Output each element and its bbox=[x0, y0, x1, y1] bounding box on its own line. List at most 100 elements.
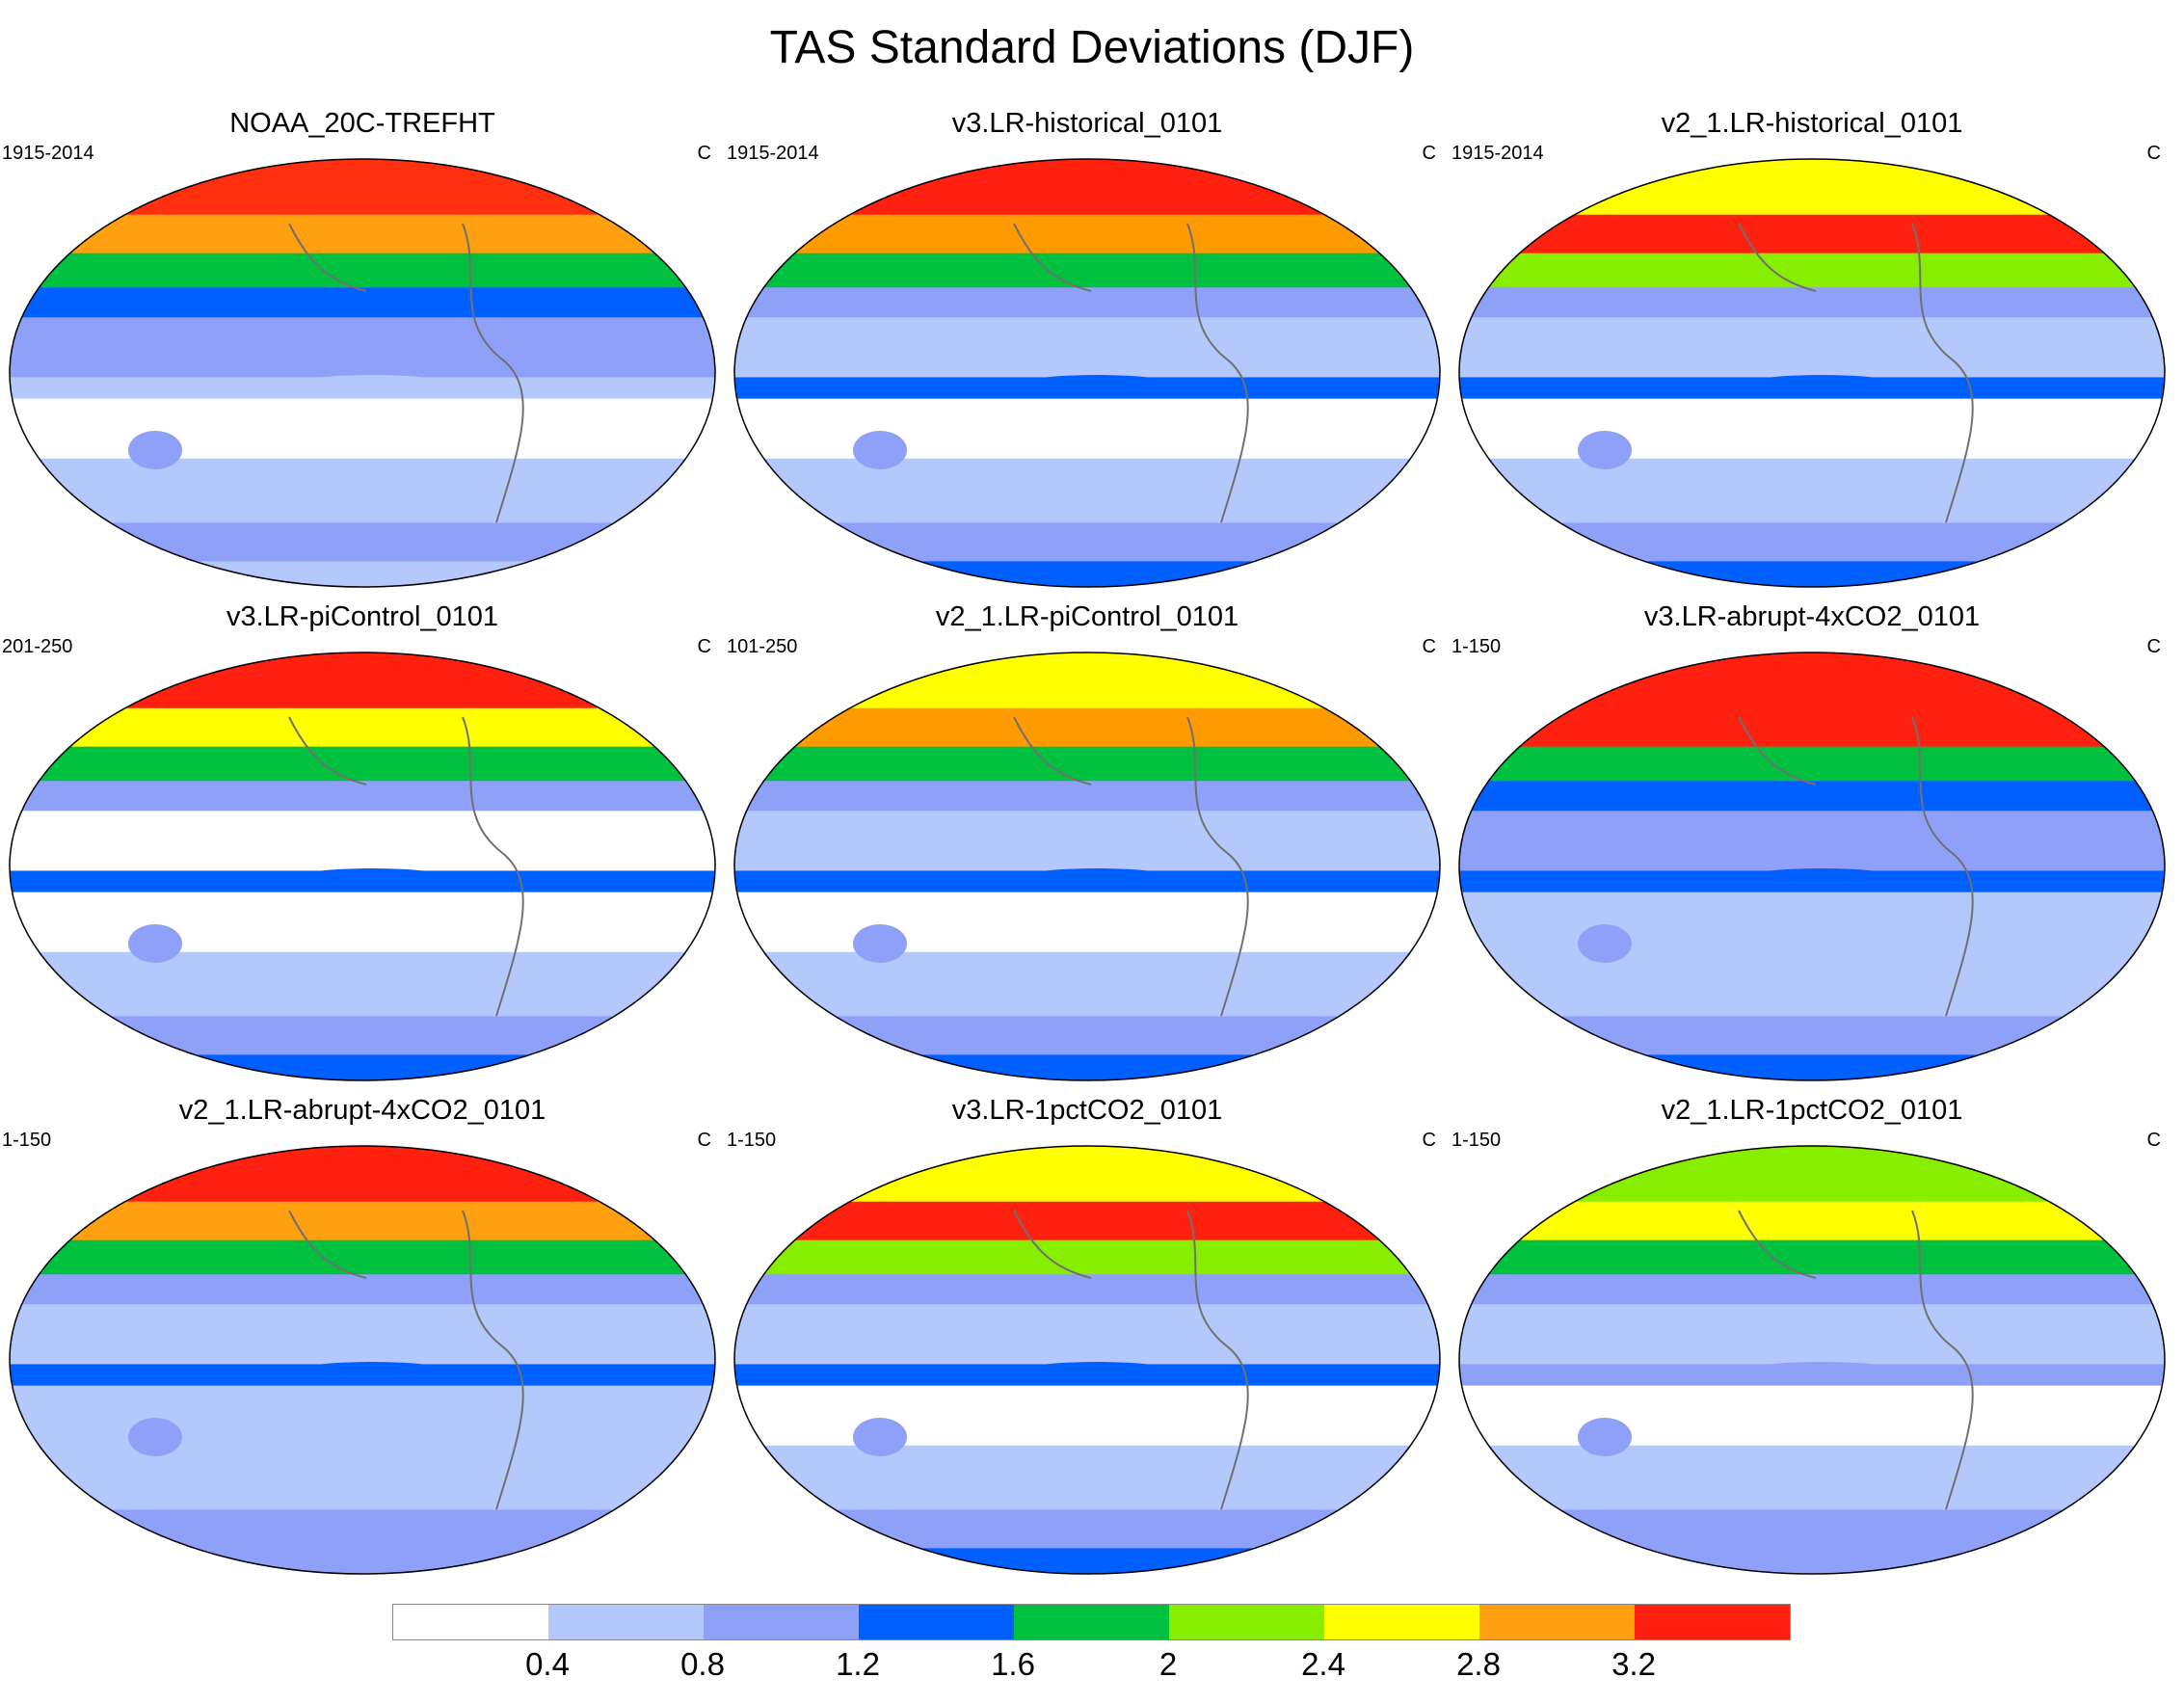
panel-period: 1-150 bbox=[2, 1130, 52, 1151]
field-band bbox=[1459, 214, 2165, 254]
field-band bbox=[734, 1304, 1440, 1366]
australia-region bbox=[128, 431, 182, 469]
field-band bbox=[1459, 1274, 2165, 1306]
australia-region bbox=[853, 1418, 907, 1456]
field-band bbox=[734, 1509, 1440, 1550]
field-band bbox=[1459, 522, 2165, 563]
colorbar-swatch bbox=[1014, 1605, 1169, 1639]
field-band bbox=[10, 1146, 715, 1203]
panel-unit: C bbox=[697, 143, 711, 164]
coastline bbox=[1738, 716, 1974, 1017]
panel-title: v2_1.LR-1pctCO2_0101 bbox=[1661, 1095, 1963, 1126]
field-band bbox=[10, 159, 715, 216]
field-band bbox=[10, 398, 715, 460]
panel-unit: C bbox=[697, 636, 711, 657]
panel-title: v3.LR-1pctCO2_0101 bbox=[951, 1095, 1223, 1126]
panel-period: 101-250 bbox=[727, 636, 798, 657]
colorbar-tick-label: 3.2 bbox=[1611, 1646, 1656, 1682]
coastline bbox=[1013, 223, 1249, 523]
colorbar-swatch bbox=[859, 1605, 1014, 1639]
colorbar-swatch bbox=[393, 1605, 548, 1639]
field-band bbox=[734, 951, 1440, 1018]
field-band bbox=[1459, 458, 2165, 524]
map-border bbox=[733, 652, 1441, 1081]
field-band bbox=[10, 892, 715, 953]
world-map bbox=[733, 652, 1441, 1081]
figure-title: TAS Standard Deviations (DJF) bbox=[769, 22, 1415, 73]
world-map bbox=[9, 1145, 716, 1575]
coastline bbox=[1738, 1210, 1974, 1510]
field-band bbox=[734, 781, 1440, 812]
field-band bbox=[734, 1054, 1440, 1080]
field-band bbox=[10, 561, 715, 587]
field-band bbox=[10, 746, 715, 783]
panel-unit: C bbox=[1422, 636, 1436, 657]
colorbar-swatch bbox=[548, 1605, 704, 1639]
field-band bbox=[10, 707, 715, 748]
panel-unit: C bbox=[1422, 143, 1436, 164]
panel-title: v2_1.LR-piControl_0101 bbox=[935, 601, 1239, 632]
coastline bbox=[1738, 223, 1974, 523]
field-band bbox=[1459, 811, 2165, 872]
field-band bbox=[10, 811, 715, 872]
australia-region bbox=[128, 924, 182, 963]
panel-title: v2_1.LR-historical_0101 bbox=[1661, 108, 1963, 139]
panel-period: 1915-2014 bbox=[1452, 143, 1544, 164]
panel-period: 1-150 bbox=[727, 1130, 777, 1151]
australia-region bbox=[1578, 924, 1632, 963]
field-band bbox=[734, 652, 1440, 709]
field-band bbox=[734, 1239, 1440, 1276]
field-band bbox=[1459, 1445, 2165, 1511]
map-panel: v2_1.LR-abrupt-4xCO2_0101 1-150 C bbox=[0, 1095, 725, 1583]
colorbar-tick-label: 2.4 bbox=[1301, 1646, 1345, 1682]
map-border bbox=[9, 652, 716, 1081]
equatorial-feature bbox=[1745, 868, 1899, 888]
panel-unit: C bbox=[2146, 636, 2161, 657]
field-band bbox=[10, 951, 715, 1018]
world-map bbox=[1458, 158, 2166, 588]
map-panel: v3.LR-piControl_0101 201-250 C bbox=[0, 601, 725, 1089]
field-band bbox=[1459, 707, 2165, 748]
field-band bbox=[734, 811, 1440, 872]
panel-unit: C bbox=[2146, 1130, 2161, 1151]
equatorial-feature bbox=[1020, 1362, 1174, 1381]
colorbar-tick-label: 2 bbox=[1159, 1646, 1178, 1682]
field-band bbox=[10, 253, 715, 289]
australia-region bbox=[1578, 1418, 1632, 1456]
equatorial-feature bbox=[295, 1362, 449, 1381]
field-band bbox=[734, 214, 1440, 254]
field-band bbox=[1459, 892, 2165, 953]
australia-region bbox=[1578, 431, 1632, 469]
map-panel: v3.LR-abrupt-4xCO2_0101 1-150 C bbox=[1450, 601, 2174, 1089]
field-band bbox=[10, 1548, 715, 1574]
panel-period: 1915-2014 bbox=[727, 143, 819, 164]
panel-unit: C bbox=[697, 1130, 711, 1151]
field-band bbox=[10, 1054, 715, 1080]
colorbar-tick-label: 1.2 bbox=[836, 1646, 880, 1682]
world-map bbox=[733, 158, 1441, 588]
field-band bbox=[734, 159, 1440, 216]
map-panel: v2_1.LR-piControl_0101 101-250 C bbox=[725, 601, 1450, 1089]
colorbar-swatch bbox=[1479, 1605, 1635, 1639]
field-band bbox=[734, 1445, 1440, 1511]
map-border bbox=[733, 1145, 1441, 1575]
field-band bbox=[734, 1274, 1440, 1306]
colorbar-tick-label: 1.6 bbox=[991, 1646, 1035, 1682]
field-band bbox=[734, 317, 1440, 379]
coastline bbox=[288, 1210, 524, 1510]
panel-title: v3.LR-abrupt-4xCO2_0101 bbox=[1643, 601, 1981, 632]
panel-title: v2_1.LR-abrupt-4xCO2_0101 bbox=[178, 1095, 546, 1126]
map-panel: v3.LR-1pctCO2_0101 1-150 C bbox=[725, 1095, 1450, 1583]
map-border bbox=[1458, 1145, 2166, 1575]
coastline bbox=[288, 716, 524, 1017]
coastline bbox=[288, 223, 524, 523]
field-band bbox=[1459, 317, 2165, 379]
field-band bbox=[1459, 398, 2165, 460]
colorbar-tick-label: 0.4 bbox=[525, 1646, 570, 1682]
field-band bbox=[10, 1239, 715, 1276]
map-border bbox=[733, 158, 1441, 588]
field-band bbox=[10, 287, 715, 319]
coastline bbox=[1013, 1210, 1249, 1510]
map-panel: v2_1.LR-1pctCO2_0101 1-150 C bbox=[1450, 1095, 2174, 1583]
panel-period: 201-250 bbox=[2, 636, 73, 657]
